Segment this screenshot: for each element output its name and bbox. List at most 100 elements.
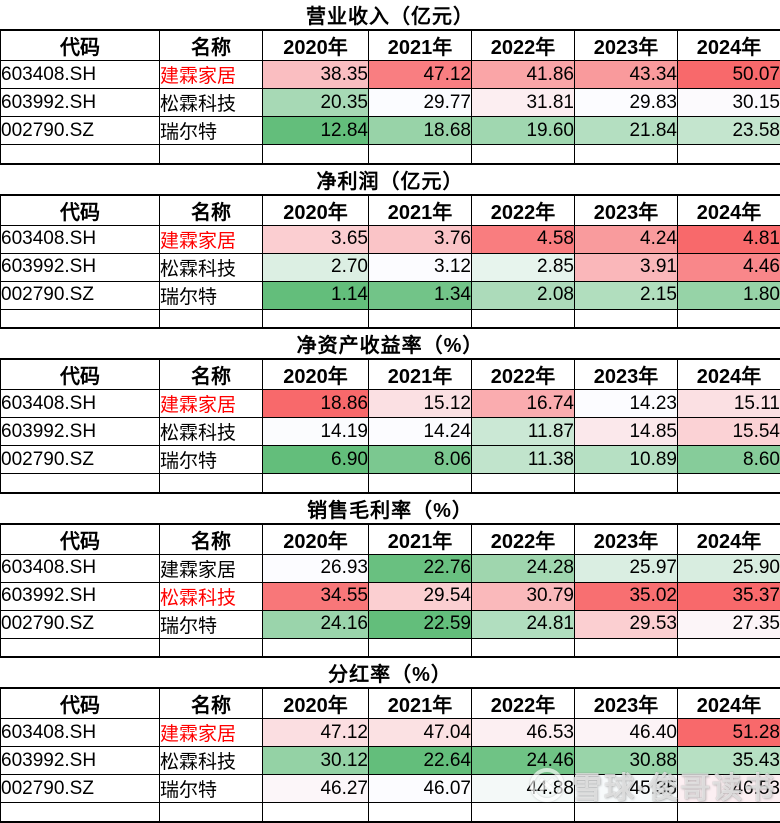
empty-cell [575, 638, 678, 657]
value-cell: 16.74 [472, 390, 575, 418]
value-cell: 4.24 [575, 225, 678, 253]
empty-cell [369, 309, 472, 328]
empty-cell [263, 474, 369, 493]
empty-cell [160, 145, 263, 164]
value-cell: 24.28 [472, 554, 575, 582]
column-header: 2022年 [472, 359, 575, 390]
value-cell: 29.83 [575, 89, 678, 117]
value-cell: 46.07 [369, 775, 472, 803]
value-cell: 51.28 [678, 719, 780, 747]
column-header: 2022年 [472, 30, 575, 61]
column-header: 2023年 [575, 524, 678, 555]
column-header: 代码 [1, 359, 160, 390]
stock-code-cell: 603992.SH [1, 418, 160, 446]
value-cell: 27.35 [678, 610, 780, 638]
value-cell: 8.60 [678, 446, 780, 474]
empty-cell [263, 638, 369, 657]
empty-cell [160, 309, 263, 328]
empty-row [1, 474, 780, 493]
value-cell: 14.24 [369, 418, 472, 446]
value-cell: 44.88 [472, 775, 575, 803]
value-cell: 23.58 [678, 117, 780, 145]
column-header: 名称 [160, 30, 263, 61]
value-cell: 14.19 [263, 418, 369, 446]
stock-name-cell: 松霖科技 [160, 747, 263, 775]
column-header: 2020年 [263, 30, 369, 61]
column-header: 2024年 [678, 359, 780, 390]
value-cell: 18.68 [369, 117, 472, 145]
stock-name-cell: 瑞尔特 [160, 117, 263, 145]
value-cell: 2.08 [472, 281, 575, 309]
column-header: 代码 [1, 195, 160, 226]
empty-cell [1, 474, 160, 493]
value-cell: 15.54 [678, 418, 780, 446]
value-cell: 4.81 [678, 225, 780, 253]
column-header: 名称 [160, 359, 263, 390]
value-cell: 46.53 [472, 719, 575, 747]
stock-code-cell: 002790.SZ [1, 446, 160, 474]
stock-name-cell: 松霖科技 [160, 89, 263, 117]
empty-cell [575, 803, 678, 822]
column-header: 2021年 [369, 195, 472, 226]
value-cell: 50.07 [678, 61, 780, 89]
value-cell: 38.35 [263, 61, 369, 89]
value-cell: 12.84 [263, 117, 369, 145]
column-header: 代码 [1, 30, 160, 61]
value-cell: 22.76 [369, 554, 472, 582]
value-cell: 21.84 [575, 117, 678, 145]
value-cell: 47.04 [369, 719, 472, 747]
value-cell: 46.27 [263, 775, 369, 803]
empty-cell [369, 145, 472, 164]
stock-name-cell: 瑞尔特 [160, 610, 263, 638]
column-header: 2021年 [369, 359, 472, 390]
column-header: 2021年 [369, 524, 472, 555]
value-cell: 47.12 [263, 719, 369, 747]
empty-cell [263, 145, 369, 164]
stock-name-cell: 建霖家居 [160, 225, 263, 253]
value-cell: 18.86 [263, 390, 369, 418]
value-cell: 3.65 [263, 225, 369, 253]
value-cell: 47.12 [369, 61, 472, 89]
stock-code-cell: 002790.SZ [1, 610, 160, 638]
value-cell: 30.79 [472, 582, 575, 610]
column-header: 名称 [160, 195, 263, 226]
value-cell: 6.90 [263, 446, 369, 474]
stock-code-cell: 603408.SH [1, 719, 160, 747]
empty-cell [678, 309, 780, 328]
empty-cell [678, 145, 780, 164]
value-cell: 4.46 [678, 253, 780, 281]
value-cell: 3.91 [575, 253, 678, 281]
value-cell: 26.93 [263, 554, 369, 582]
column-header: 2021年 [369, 30, 472, 61]
column-header: 2020年 [263, 195, 369, 226]
stock-name-cell: 瑞尔特 [160, 446, 263, 474]
value-cell: 15.12 [369, 390, 472, 418]
stock-code-cell: 603992.SH [1, 89, 160, 117]
stock-name-cell: 建霖家居 [160, 719, 263, 747]
empty-cell [1, 638, 160, 657]
section-title: 净利润（亿元） [0, 165, 780, 194]
empty-cell [263, 803, 369, 822]
value-cell: 3.76 [369, 225, 472, 253]
value-cell: 25.90 [678, 554, 780, 582]
value-cell: 1.80 [678, 281, 780, 309]
empty-cell [263, 309, 369, 328]
empty-cell [1, 803, 160, 822]
column-header: 2022年 [472, 524, 575, 555]
value-cell: 45.35 [575, 775, 678, 803]
